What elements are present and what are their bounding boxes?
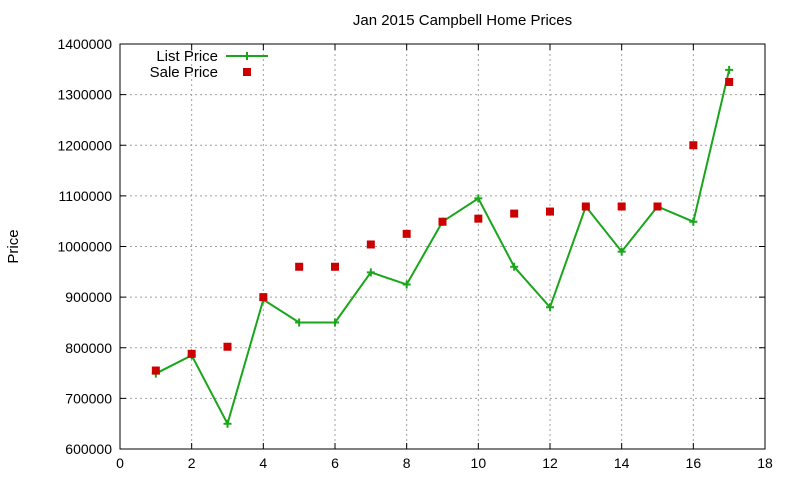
y-tick-label: 700000 — [65, 390, 112, 406]
legend-item: Sale Price — [150, 64, 251, 81]
x-tick-label: 8 — [403, 455, 411, 471]
y-tick-label: 1400000 — [57, 36, 112, 52]
data-point — [331, 318, 339, 327]
grid-layer — [120, 44, 765, 449]
data-point — [366, 268, 375, 277]
data-point — [689, 217, 698, 226]
data-point — [366, 240, 375, 249]
data-point — [295, 262, 304, 271]
y-tick-label: 1300000 — [57, 87, 112, 103]
x-tick-label: 18 — [757, 455, 773, 471]
legend-marker-swatch — [243, 68, 251, 76]
data-point — [510, 209, 519, 218]
x-tick-label: 4 — [259, 455, 267, 471]
x-tick-label: 16 — [686, 455, 702, 471]
data-point — [474, 194, 483, 203]
y-tick-label: 900000 — [65, 289, 112, 305]
data-point — [546, 303, 554, 312]
data-point — [402, 280, 411, 289]
data-point — [725, 65, 734, 74]
legend-label: Sale Price — [150, 64, 218, 81]
x-tick-label: 14 — [614, 455, 630, 471]
data-point — [223, 342, 232, 351]
y-tick-label: 1100000 — [59, 188, 113, 204]
legend-marker-swatch — [243, 52, 251, 60]
series-sale-price — [151, 77, 734, 375]
y-tick-label: 800000 — [65, 340, 112, 356]
y-tick-label: 1200000 — [57, 137, 112, 153]
data-point — [617, 247, 626, 256]
data-point — [295, 318, 304, 327]
x-tick-label: 12 — [542, 455, 558, 471]
y-tick-label: 1000000 — [57, 239, 112, 255]
data-point — [510, 262, 519, 271]
data-point — [259, 293, 268, 302]
data-point — [223, 419, 232, 428]
x-tick-label: 2 — [188, 455, 196, 471]
data-point — [151, 366, 160, 375]
x-tick-label: 0 — [116, 455, 124, 471]
data-point — [653, 202, 662, 211]
data-point — [187, 349, 196, 358]
data-point — [689, 141, 698, 150]
ticks-layer: 0 2 4 6 8 10 12 14 16 18 600000 700000 800000 900000 1… — [57, 36, 773, 471]
data-point — [725, 77, 734, 86]
x-tick-label: 10 — [471, 455, 487, 471]
data-point — [438, 217, 447, 226]
data-point — [617, 202, 626, 211]
x-tick-label: 6 — [331, 455, 339, 471]
series-layer — [151, 65, 734, 428]
data-point — [474, 214, 483, 223]
data-point — [331, 262, 339, 271]
y-tick-label: 600000 — [65, 441, 112, 457]
legend-item: List Price — [156, 48, 268, 65]
data-point — [546, 207, 554, 216]
data-point — [402, 229, 411, 238]
y-axis-label: Price — [5, 229, 22, 263]
legend-label: List Price — [156, 48, 218, 65]
data-point — [581, 202, 590, 211]
chart-title: Jan 2015 Campbell Home Prices — [353, 12, 572, 29]
